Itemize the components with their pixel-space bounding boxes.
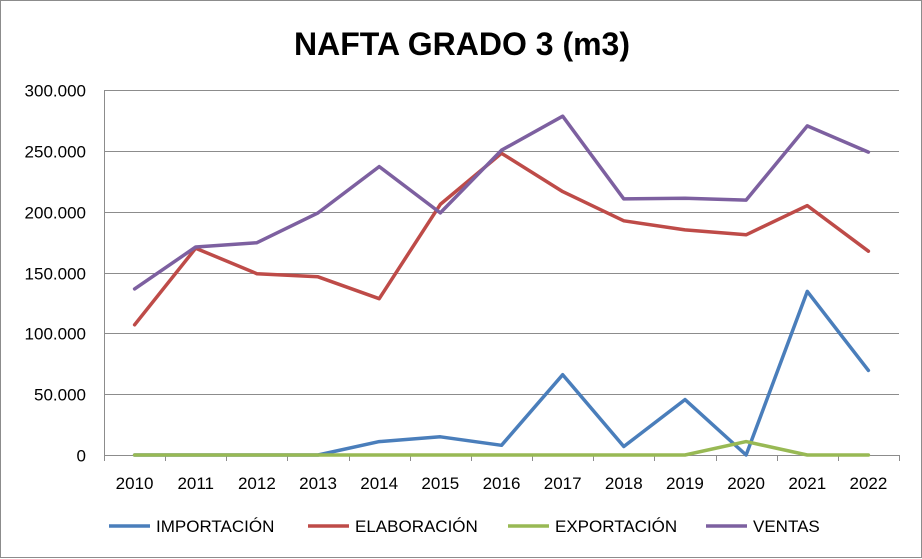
y-tick-label: 200.000	[25, 204, 86, 223]
series-line-ventas	[132, 114, 871, 291]
x-tick-label: 2017	[544, 474, 582, 493]
x-tick-label: 2012	[238, 474, 276, 493]
x-tick-label: 2010	[116, 474, 154, 493]
legend-label-ventas: VENTAS	[753, 517, 820, 536]
y-tick-label: 150.000	[25, 265, 86, 284]
x-tick-label: 2019	[666, 474, 704, 493]
x-tick-label: 2018	[605, 474, 643, 493]
legend: IMPORTACIÓN ELABORACIÓN EXPORTACIÓN VENTAS	[109, 517, 820, 536]
x-tick-label: 2021	[788, 474, 826, 493]
y-tick-label: 300.000	[25, 82, 86, 101]
legend-label-exportacion: EXPORTACIÓN	[555, 517, 677, 536]
x-tick-label: 2022	[850, 474, 888, 493]
grid-layer	[104, 90, 899, 395]
series-line-exportacion	[132, 439, 871, 457]
y-tick-label: 250.000	[25, 143, 86, 162]
y-tick-label: 0	[77, 447, 86, 466]
axis-layer: 0 50.000 100.000 150.000 200.000 250.000 300.0…	[25, 82, 900, 493]
series-line-elaboracion	[132, 151, 871, 327]
y-tick-label: 50.000	[34, 386, 86, 405]
x-tick-label: 2014	[360, 474, 398, 493]
x-tick-label: 2020	[727, 474, 765, 493]
chart-title: NAFTA GRADO 3 (m3)	[294, 26, 630, 62]
y-tick-label: 100.000	[25, 325, 86, 344]
x-tick-label: 2016	[483, 474, 521, 493]
series-line-importacion	[132, 289, 871, 457]
x-tick-label: 2011	[177, 474, 214, 493]
legend-label-elaboracion: ELABORACIÓN	[355, 517, 478, 536]
x-tick-label: 2013	[299, 474, 337, 493]
legend-label-importacion: IMPORTACIÓN	[156, 517, 274, 536]
series-layer	[132, 114, 871, 457]
x-tick-label: 2015	[421, 474, 459, 493]
